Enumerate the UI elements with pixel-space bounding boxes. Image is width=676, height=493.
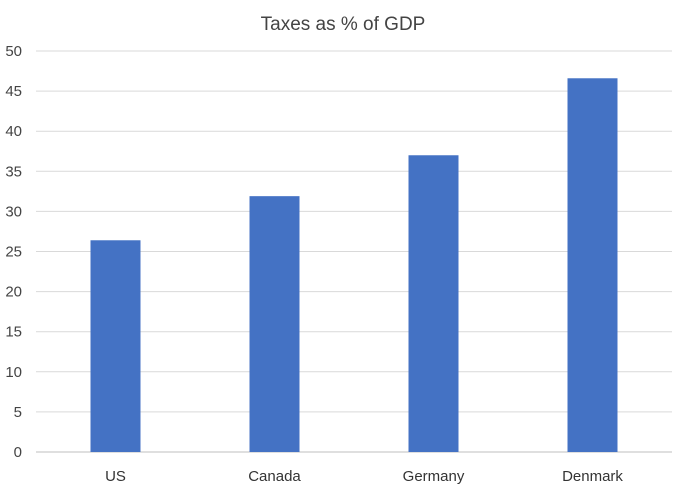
x-category-label-germany: Germany bbox=[403, 468, 465, 485]
y-tick-label: 45 bbox=[5, 83, 22, 100]
y-tick-label: 15 bbox=[5, 324, 22, 341]
bar-denmark bbox=[567, 78, 618, 452]
x-category-label-denmark: Denmark bbox=[562, 468, 623, 485]
chart-title: Taxes as % of GDP bbox=[261, 14, 426, 35]
y-axis-ticks: 0 5 10 15 20 25 30 35 40 45 50 bbox=[5, 43, 22, 461]
bar-canada bbox=[249, 196, 300, 452]
x-category-label-canada: Canada bbox=[248, 468, 301, 485]
x-category-label-us: US bbox=[105, 468, 126, 485]
gridlines bbox=[36, 50, 672, 453]
y-tick-label: 35 bbox=[5, 163, 22, 180]
x-axis-categories: US Canada Germany Denmark bbox=[105, 468, 623, 485]
bar-germany bbox=[408, 155, 459, 452]
y-tick-label: 40 bbox=[5, 123, 22, 140]
bars bbox=[90, 78, 618, 452]
bar-us bbox=[90, 240, 141, 452]
y-tick-label: 50 bbox=[5, 43, 22, 60]
y-tick-label: 5 bbox=[14, 404, 22, 421]
y-tick-label: 10 bbox=[5, 364, 22, 381]
y-tick-label: 20 bbox=[5, 284, 22, 301]
y-tick-label: 25 bbox=[5, 244, 22, 261]
y-tick-label: 30 bbox=[5, 203, 22, 220]
y-tick-label: 0 bbox=[14, 444, 22, 461]
